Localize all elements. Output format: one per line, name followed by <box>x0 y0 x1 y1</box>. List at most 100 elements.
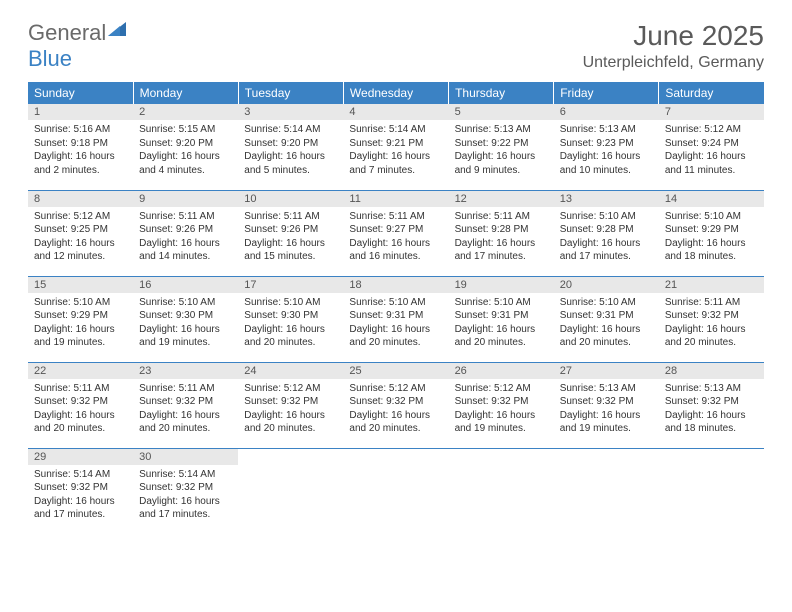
day-details: Sunrise: 5:11 AMSunset: 9:26 PMDaylight:… <box>133 207 238 268</box>
day-number: 13 <box>554 191 659 207</box>
day-details: Sunrise: 5:10 AMSunset: 9:28 PMDaylight:… <box>554 207 659 268</box>
day-header: Sunday <box>28 82 133 104</box>
day-details: Sunrise: 5:13 AMSunset: 9:22 PMDaylight:… <box>449 120 554 181</box>
logo-text-blue: Blue <box>28 46 72 71</box>
day-header: Thursday <box>449 82 554 104</box>
calendar-week-row: 1Sunrise: 5:16 AMSunset: 9:18 PMDaylight… <box>28 104 764 190</box>
day-details: Sunrise: 5:14 AMSunset: 9:32 PMDaylight:… <box>28 465 133 526</box>
day-number: 9 <box>133 191 238 207</box>
day-details: Sunrise: 5:15 AMSunset: 9:20 PMDaylight:… <box>133 120 238 181</box>
day-details: Sunrise: 5:10 AMSunset: 9:31 PMDaylight:… <box>449 293 554 354</box>
day-number: 15 <box>28 277 133 293</box>
logo: General Blue <box>28 20 128 72</box>
day-details: Sunrise: 5:11 AMSunset: 9:27 PMDaylight:… <box>343 207 448 268</box>
day-number: 21 <box>659 277 764 293</box>
calendar-cell <box>659 448 764 534</box>
calendar-cell: 29Sunrise: 5:14 AMSunset: 9:32 PMDayligh… <box>28 448 133 534</box>
day-details: Sunrise: 5:13 AMSunset: 9:32 PMDaylight:… <box>659 379 764 440</box>
day-number: 18 <box>343 277 448 293</box>
day-details: Sunrise: 5:14 AMSunset: 9:20 PMDaylight:… <box>238 120 343 181</box>
day-details: Sunrise: 5:12 AMSunset: 9:24 PMDaylight:… <box>659 120 764 181</box>
day-number: 10 <box>238 191 343 207</box>
calendar-cell: 10Sunrise: 5:11 AMSunset: 9:26 PMDayligh… <box>238 190 343 276</box>
calendar-cell: 22Sunrise: 5:11 AMSunset: 9:32 PMDayligh… <box>28 362 133 448</box>
calendar-week-row: 15Sunrise: 5:10 AMSunset: 9:29 PMDayligh… <box>28 276 764 362</box>
day-details: Sunrise: 5:14 AMSunset: 9:21 PMDaylight:… <box>343 120 448 181</box>
calendar-cell <box>449 448 554 534</box>
calendar-cell: 2Sunrise: 5:15 AMSunset: 9:20 PMDaylight… <box>133 104 238 190</box>
calendar-cell: 11Sunrise: 5:11 AMSunset: 9:27 PMDayligh… <box>343 190 448 276</box>
day-number: 29 <box>28 449 133 465</box>
day-details: Sunrise: 5:11 AMSunset: 9:32 PMDaylight:… <box>133 379 238 440</box>
day-header-row: SundayMondayTuesdayWednesdayThursdayFrid… <box>28 82 764 104</box>
day-number: 24 <box>238 363 343 379</box>
day-number: 4 <box>343 104 448 120</box>
page-header: General Blue June 2025 Unterpleichfeld, … <box>0 0 792 82</box>
calendar-cell: 25Sunrise: 5:12 AMSunset: 9:32 PMDayligh… <box>343 362 448 448</box>
calendar-cell: 27Sunrise: 5:13 AMSunset: 9:32 PMDayligh… <box>554 362 659 448</box>
day-number: 27 <box>554 363 659 379</box>
calendar-cell: 1Sunrise: 5:16 AMSunset: 9:18 PMDaylight… <box>28 104 133 190</box>
calendar-table: SundayMondayTuesdayWednesdayThursdayFrid… <box>28 82 764 534</box>
day-details: Sunrise: 5:13 AMSunset: 9:23 PMDaylight:… <box>554 120 659 181</box>
day-number: 5 <box>449 104 554 120</box>
month-title: June 2025 <box>583 20 764 52</box>
calendar-cell: 21Sunrise: 5:11 AMSunset: 9:32 PMDayligh… <box>659 276 764 362</box>
day-number: 20 <box>554 277 659 293</box>
day-number: 16 <box>133 277 238 293</box>
calendar-cell <box>554 448 659 534</box>
calendar-cell: 3Sunrise: 5:14 AMSunset: 9:20 PMDaylight… <box>238 104 343 190</box>
day-header: Tuesday <box>238 82 343 104</box>
day-number: 19 <box>449 277 554 293</box>
day-header: Saturday <box>659 82 764 104</box>
calendar-cell: 18Sunrise: 5:10 AMSunset: 9:31 PMDayligh… <box>343 276 448 362</box>
day-number: 30 <box>133 449 238 465</box>
calendar-cell: 15Sunrise: 5:10 AMSunset: 9:29 PMDayligh… <box>28 276 133 362</box>
day-details: Sunrise: 5:12 AMSunset: 9:32 PMDaylight:… <box>343 379 448 440</box>
location-label: Unterpleichfeld, Germany <box>583 54 764 72</box>
calendar-cell: 12Sunrise: 5:11 AMSunset: 9:28 PMDayligh… <box>449 190 554 276</box>
calendar-cell: 14Sunrise: 5:10 AMSunset: 9:29 PMDayligh… <box>659 190 764 276</box>
logo-text-general: General <box>28 20 106 45</box>
calendar-cell: 28Sunrise: 5:13 AMSunset: 9:32 PMDayligh… <box>659 362 764 448</box>
calendar-week-row: 8Sunrise: 5:12 AMSunset: 9:25 PMDaylight… <box>28 190 764 276</box>
calendar-cell: 13Sunrise: 5:10 AMSunset: 9:28 PMDayligh… <box>554 190 659 276</box>
day-number: 6 <box>554 104 659 120</box>
day-details: Sunrise: 5:12 AMSunset: 9:32 PMDaylight:… <box>238 379 343 440</box>
day-details: Sunrise: 5:14 AMSunset: 9:32 PMDaylight:… <box>133 465 238 526</box>
day-details: Sunrise: 5:12 AMSunset: 9:25 PMDaylight:… <box>28 207 133 268</box>
calendar-cell: 6Sunrise: 5:13 AMSunset: 9:23 PMDaylight… <box>554 104 659 190</box>
day-header: Monday <box>133 82 238 104</box>
calendar-cell: 9Sunrise: 5:11 AMSunset: 9:26 PMDaylight… <box>133 190 238 276</box>
day-details: Sunrise: 5:10 AMSunset: 9:29 PMDaylight:… <box>28 293 133 354</box>
calendar-cell: 26Sunrise: 5:12 AMSunset: 9:32 PMDayligh… <box>449 362 554 448</box>
day-number: 22 <box>28 363 133 379</box>
day-details: Sunrise: 5:12 AMSunset: 9:32 PMDaylight:… <box>449 379 554 440</box>
calendar-cell: 23Sunrise: 5:11 AMSunset: 9:32 PMDayligh… <box>133 362 238 448</box>
day-number: 12 <box>449 191 554 207</box>
day-number: 23 <box>133 363 238 379</box>
day-number: 8 <box>28 191 133 207</box>
day-number: 2 <box>133 104 238 120</box>
calendar-cell: 8Sunrise: 5:12 AMSunset: 9:25 PMDaylight… <box>28 190 133 276</box>
day-details: Sunrise: 5:13 AMSunset: 9:32 PMDaylight:… <box>554 379 659 440</box>
day-details: Sunrise: 5:16 AMSunset: 9:18 PMDaylight:… <box>28 120 133 181</box>
day-details: Sunrise: 5:11 AMSunset: 9:26 PMDaylight:… <box>238 207 343 268</box>
calendar-week-row: 22Sunrise: 5:11 AMSunset: 9:32 PMDayligh… <box>28 362 764 448</box>
day-details: Sunrise: 5:11 AMSunset: 9:32 PMDaylight:… <box>28 379 133 440</box>
day-header: Wednesday <box>343 82 448 104</box>
calendar-week-row: 29Sunrise: 5:14 AMSunset: 9:32 PMDayligh… <box>28 448 764 534</box>
calendar-cell: 19Sunrise: 5:10 AMSunset: 9:31 PMDayligh… <box>449 276 554 362</box>
day-details: Sunrise: 5:10 AMSunset: 9:31 PMDaylight:… <box>554 293 659 354</box>
calendar-cell: 5Sunrise: 5:13 AMSunset: 9:22 PMDaylight… <box>449 104 554 190</box>
title-block: June 2025 Unterpleichfeld, Germany <box>583 20 764 72</box>
day-details: Sunrise: 5:10 AMSunset: 9:31 PMDaylight:… <box>343 293 448 354</box>
day-details: Sunrise: 5:10 AMSunset: 9:29 PMDaylight:… <box>659 207 764 268</box>
day-number: 3 <box>238 104 343 120</box>
day-number: 11 <box>343 191 448 207</box>
calendar-cell: 16Sunrise: 5:10 AMSunset: 9:30 PMDayligh… <box>133 276 238 362</box>
day-number: 26 <box>449 363 554 379</box>
day-details: Sunrise: 5:11 AMSunset: 9:28 PMDaylight:… <box>449 207 554 268</box>
calendar-cell: 20Sunrise: 5:10 AMSunset: 9:31 PMDayligh… <box>554 276 659 362</box>
day-details: Sunrise: 5:10 AMSunset: 9:30 PMDaylight:… <box>238 293 343 354</box>
